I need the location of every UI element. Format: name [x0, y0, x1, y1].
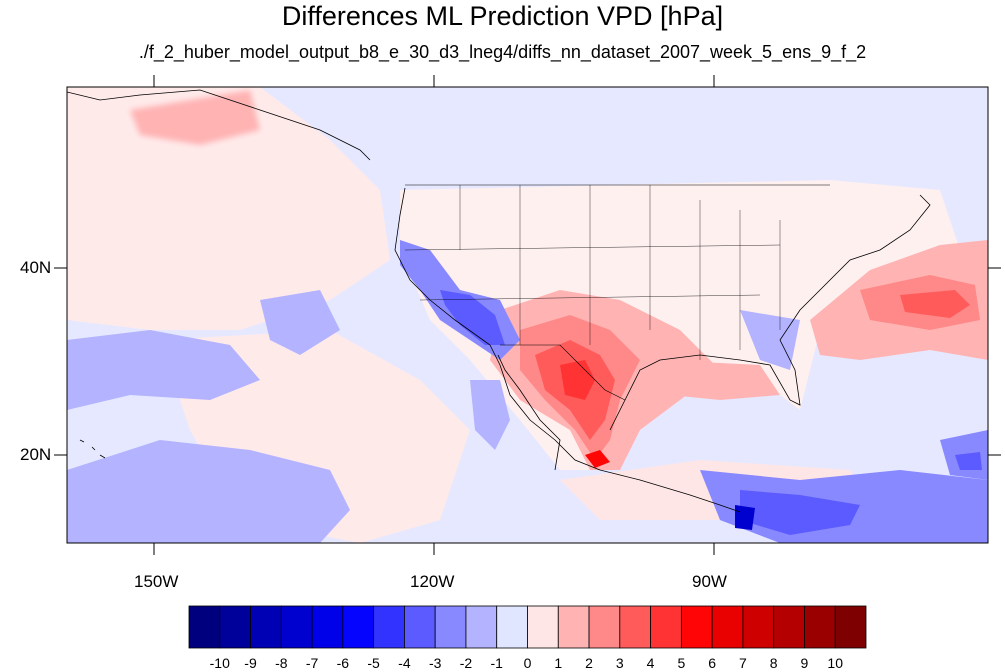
- anomaly-negative-pacific-south: [67, 440, 350, 543]
- colorbar-tick-label: 9: [800, 655, 809, 671]
- colorbar-box: [804, 605, 836, 649]
- colorbar-tick-label: 7: [739, 655, 747, 671]
- colorbar-box: [527, 605, 559, 649]
- colorbar-tick-label: 4: [646, 655, 655, 671]
- anomaly-negative-sw-core: [440, 290, 505, 345]
- anomaly-positive-mexico-max: [560, 360, 595, 400]
- colorbar-box: [834, 605, 867, 649]
- anomaly-negative-carib-max: [735, 505, 755, 530]
- lat-label-40n: 40N: [20, 258, 52, 277]
- map-title: Differences ML Prediction VPD [hPa]: [281, 1, 724, 31]
- anomaly-negative-pacific-mid: [260, 290, 340, 355]
- lon-label-90w: 90W: [692, 572, 727, 591]
- anomaly-negative-carib-core: [740, 490, 860, 535]
- colorbar-box: [404, 605, 436, 649]
- colorbar-box: [373, 605, 405, 649]
- anomaly-positive-mexico-south: [585, 450, 610, 468]
- hawaii-islands: [79, 439, 106, 459]
- colorbar-box: [650, 605, 682, 649]
- colorbar-tick-label: 0: [523, 655, 532, 671]
- colorbar-tick-label: -3: [428, 655, 442, 671]
- colorbar-tick-label: 6: [708, 655, 717, 671]
- colorbar-box: [711, 605, 744, 649]
- axis-ticks: [54, 75, 1001, 555]
- colorbar-tick-label: 5: [677, 655, 686, 671]
- anomaly-negative-southeast-us: [740, 310, 800, 370]
- north-america-coastline: [394, 187, 931, 513]
- colorbar: [188, 605, 867, 649]
- state-lines: [404, 185, 781, 360]
- colorbar-box: [434, 605, 467, 649]
- colorbar-box: [465, 605, 498, 649]
- colorbar-box: [557, 605, 590, 649]
- colorbar-tick-label: 8: [769, 655, 778, 671]
- colorbar-tick-label: -2: [459, 655, 473, 671]
- alaska-coast: [67, 89, 371, 161]
- colorbar-box: [219, 605, 251, 649]
- anomaly-positive-gulf: [660, 360, 780, 400]
- lon-label-120w: 120W: [410, 572, 455, 591]
- colorbar-box: [250, 605, 282, 649]
- colorbar-tick-label: -1: [490, 655, 503, 671]
- colorbar-tick-label: 10: [827, 655, 843, 671]
- anomaly-positive-atlantic-max: [900, 290, 970, 318]
- colorbar-box: [280, 605, 313, 649]
- map-field: [67, 87, 988, 543]
- lon-label-150w: 150W: [134, 572, 179, 591]
- colorbar-tick-label: -5: [367, 655, 380, 671]
- colorbar-tick-label: 3: [615, 655, 624, 671]
- anomaly-positive-northpac: [130, 90, 260, 145]
- colorbar-box: [588, 605, 621, 649]
- us-border: [405, 184, 830, 401]
- colorbar-box: [496, 605, 528, 649]
- map-frame: [66, 86, 989, 544]
- lat-label-20n: 20N: [20, 445, 52, 464]
- colorbar-box: [680, 605, 713, 649]
- colorbar-box: [742, 605, 775, 649]
- colorbar-tick-label: 2: [585, 655, 593, 671]
- colorbar-tick-label: -8: [275, 655, 288, 671]
- colorbar-tick-label: -9: [244, 655, 257, 671]
- colorbar-box: [619, 605, 651, 649]
- anomaly-pale-positive-ocean: [67, 87, 390, 330]
- colorbar-tick-label: 1: [554, 655, 563, 671]
- anomaly-negative-pacific-west: [67, 330, 260, 410]
- map-subtitle: ./f_2_huber_model_output_b8_e_30_d3_lneg…: [138, 42, 867, 62]
- colorbar-box: [188, 605, 221, 649]
- colorbar-box: [311, 605, 344, 649]
- anomaly-negative-east-core: [955, 452, 982, 470]
- colorbar-box: [342, 605, 375, 649]
- colorbar-tick-label: -6: [336, 655, 350, 671]
- colorbar-tick-label: -10: [209, 655, 230, 671]
- colorbar-tick-label: -4: [398, 655, 411, 671]
- anomaly-negative-pacific-east: [470, 380, 510, 450]
- colorbar-box: [773, 605, 805, 649]
- colorbar-tick-label: -7: [305, 655, 319, 671]
